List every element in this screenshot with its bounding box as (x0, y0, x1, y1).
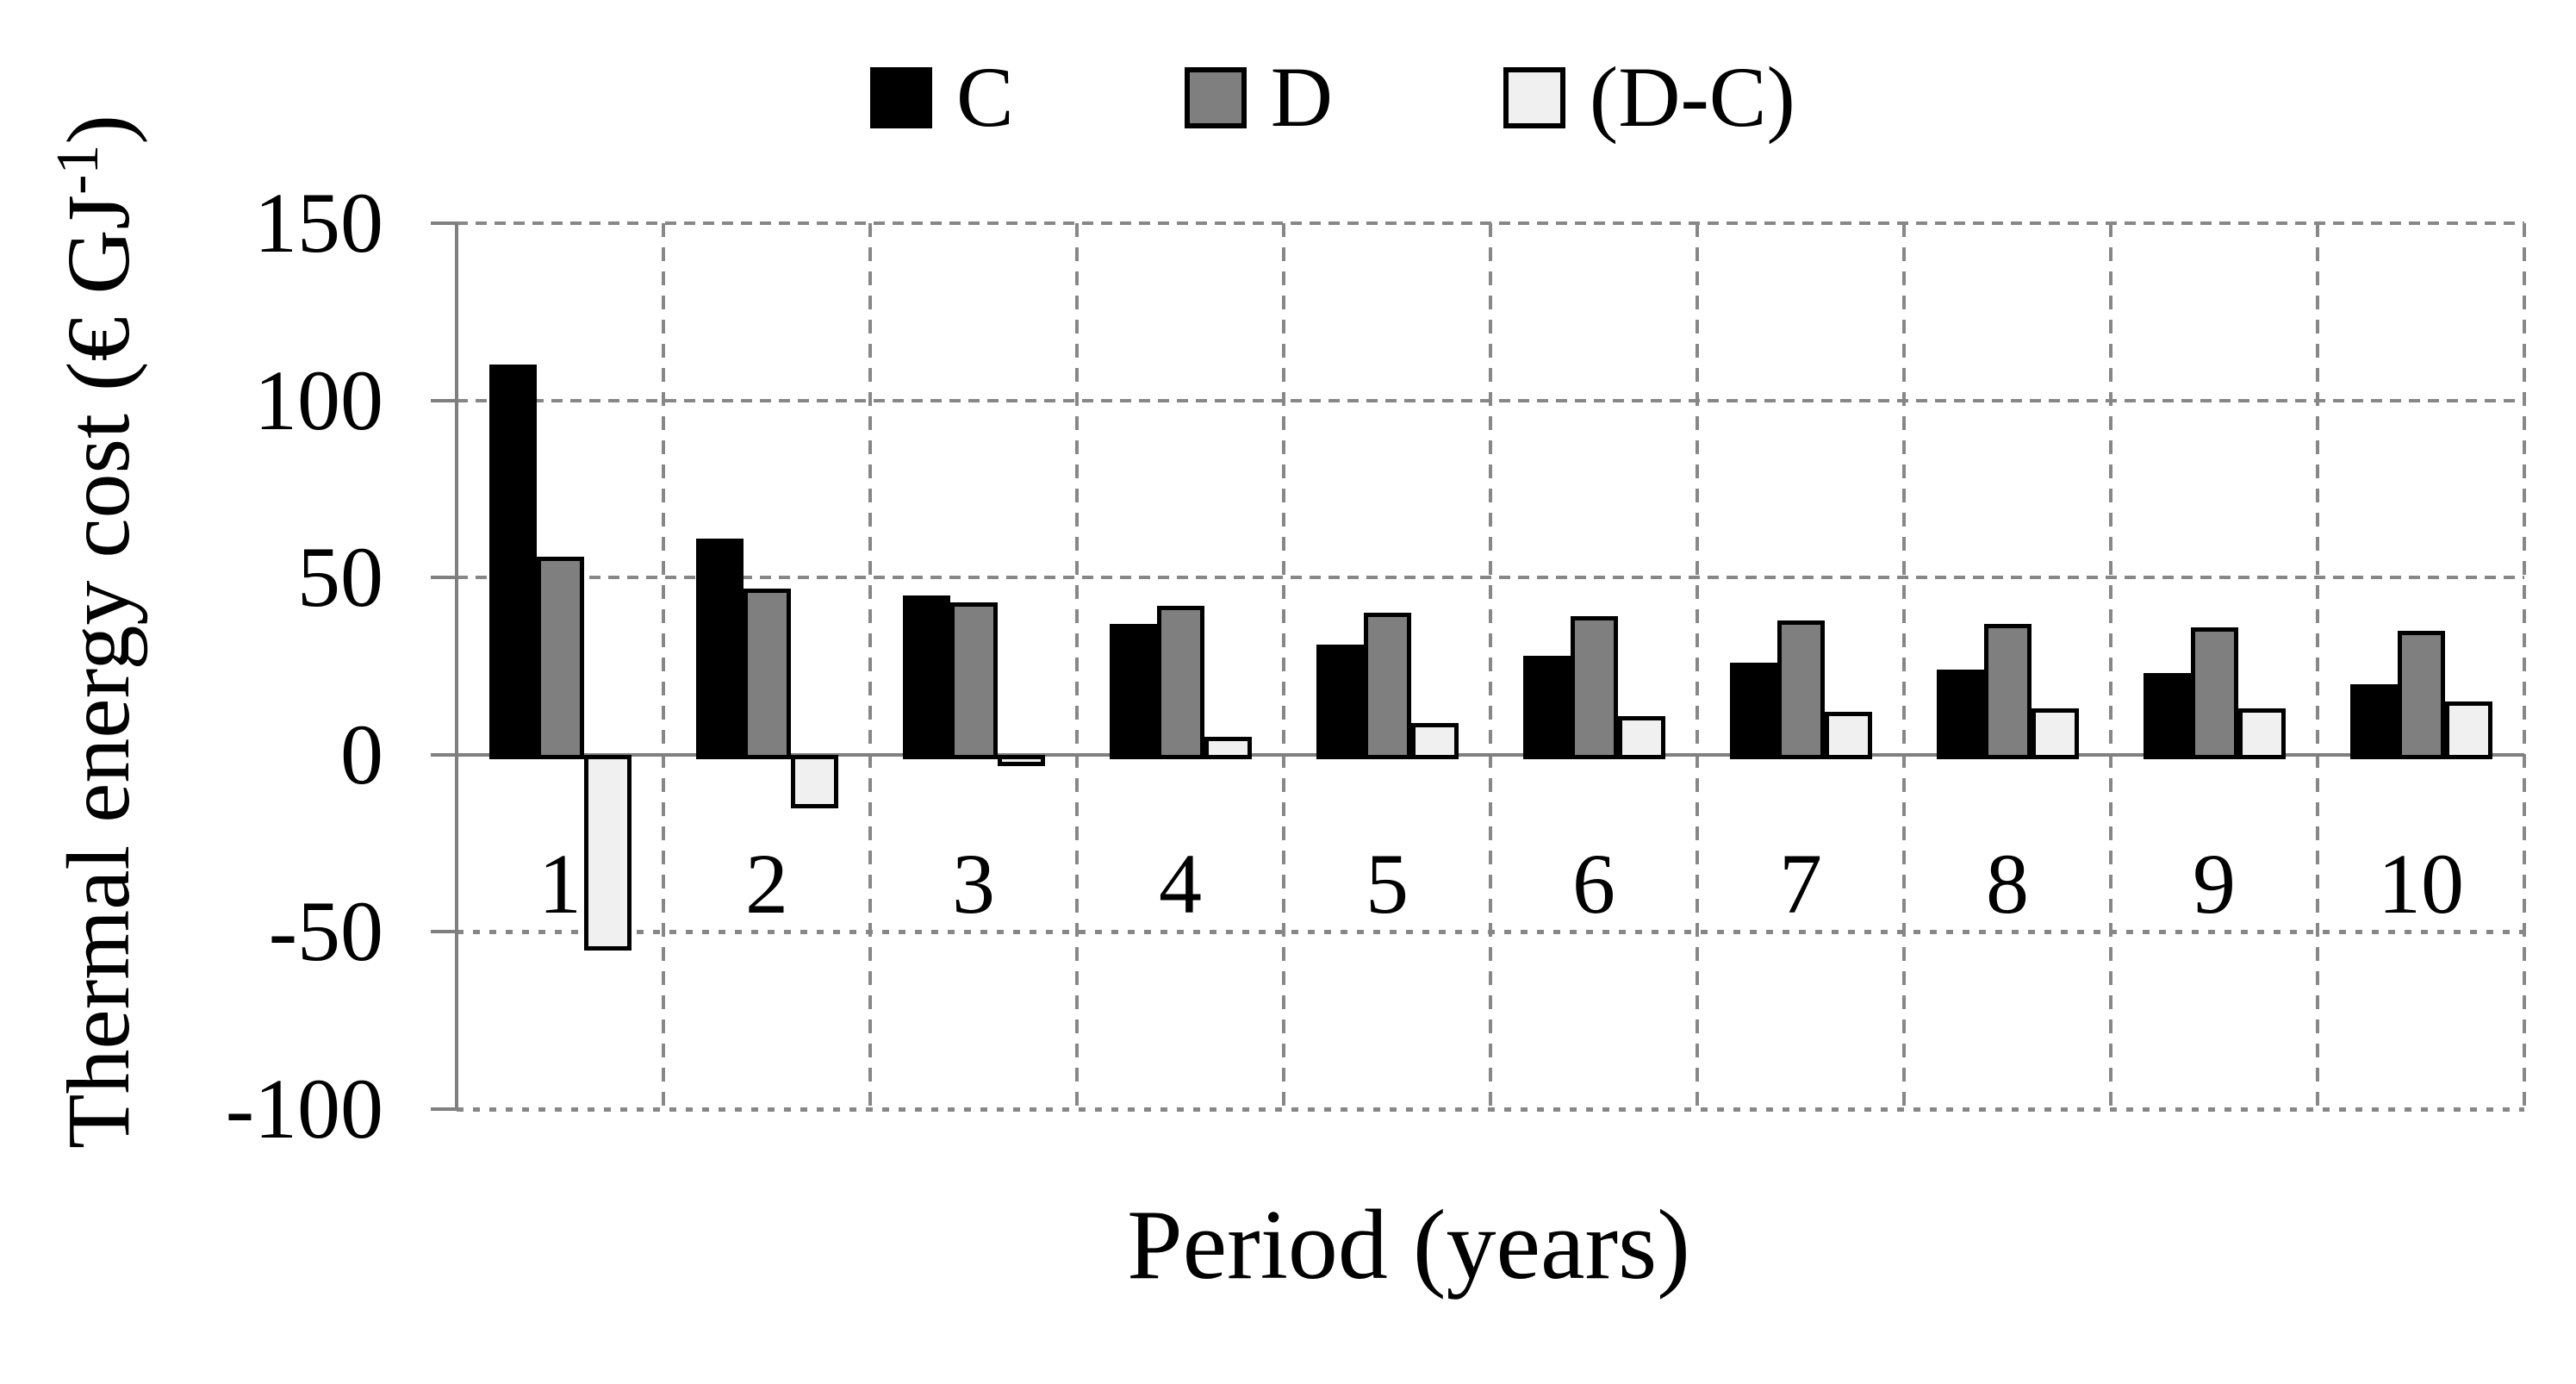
legend-label: (D-C) (1589, 49, 1795, 145)
y-axis-line (455, 223, 458, 1109)
y-axis-tick-label: 100 (254, 352, 383, 448)
bar-(D-C)-period-5 (1410, 722, 1459, 759)
vertical-gridline (1902, 223, 1906, 1109)
bar-C-period-8 (1936, 670, 1984, 759)
vertical-gridline (1282, 223, 1285, 1109)
bar-D-period-10 (2397, 630, 2445, 759)
x-category-label: 6 (1572, 835, 1615, 932)
bar-(D-C)-period-7 (1824, 712, 1872, 759)
bar-(D-C)-period-1 (583, 754, 632, 951)
bar-(D-C)-period-2 (790, 754, 838, 809)
bar-C-period-6 (1522, 655, 1571, 759)
bar-D-period-2 (743, 588, 791, 759)
bar-C-period-10 (2349, 683, 2398, 759)
bar-C-period-1 (488, 365, 537, 759)
y-axis-tick-mark (431, 930, 457, 934)
y-axis-tick-mark (431, 1107, 457, 1111)
x-axis-title: Period (years) (1127, 1190, 1690, 1300)
y-axis-tick-label: 150 (254, 175, 383, 271)
vertical-gridline (868, 223, 872, 1109)
bar-D-period-4 (1156, 606, 1204, 759)
y-axis-tick-mark (431, 221, 457, 225)
y-axis-tick-label: -50 (268, 883, 383, 980)
horizontal-gridline (457, 576, 2524, 580)
bar-(D-C)-period-3 (997, 754, 1045, 767)
vertical-gridline (1489, 223, 1492, 1109)
legend-swatch-C (870, 66, 932, 128)
legend-item-(D-C): (D-C) (1503, 50, 1795, 145)
vertical-gridline (662, 223, 665, 1109)
x-category-label: 1 (538, 835, 582, 932)
vertical-gridline (2523, 223, 2526, 1109)
vertical-gridline (2109, 223, 2112, 1109)
horizontal-gridline (457, 1107, 2524, 1112)
zero-axis-line (457, 752, 2524, 757)
legend-label: D (1270, 49, 1333, 145)
x-category-label: 10 (2378, 835, 2464, 932)
bar-D-period-9 (2190, 627, 2238, 759)
y-axis-tick-mark (431, 398, 457, 402)
bar-D-period-7 (1776, 620, 1825, 759)
bar-D-period-3 (949, 602, 998, 759)
legend-label: C (956, 49, 1014, 145)
x-category-label: 3 (952, 835, 995, 932)
legend-item-C: C (870, 50, 1014, 145)
bar-C-period-9 (2143, 673, 2191, 759)
horizontal-gridline (457, 221, 2524, 225)
x-category-label: 2 (745, 835, 788, 932)
bar-D-period-1 (536, 556, 584, 759)
x-category-label: 9 (2193, 835, 2236, 932)
bar-(D-C)-period-8 (2031, 708, 2079, 759)
bar-(D-C)-period-4 (1204, 737, 1252, 759)
bar-D-period-6 (1570, 616, 1618, 759)
legend-swatch-D (1184, 66, 1247, 128)
bar-C-period-5 (1316, 645, 1364, 759)
x-category-label: 8 (1986, 835, 2029, 932)
x-category-label: 7 (1779, 835, 1822, 932)
y-axis-tick-label: 0 (340, 706, 383, 802)
legend: C D (D-C) (870, 50, 1795, 145)
vertical-gridline (1696, 223, 1699, 1109)
bar-D-period-5 (1363, 613, 1411, 759)
vertical-gridline (1075, 223, 1079, 1109)
y-axis-tick-label: -100 (225, 1061, 383, 1156)
legend-item-D: D (1184, 49, 1333, 145)
y-axis-title-close: ) (48, 114, 148, 145)
horizontal-gridline (457, 398, 2524, 402)
bar-(D-C)-period-9 (2237, 708, 2286, 759)
y-axis-tick-mark (431, 752, 457, 757)
y-axis-title: Thermal energy cost (€ GJ-1) (31, 114, 148, 1150)
bar-C-period-4 (1109, 623, 1157, 759)
x-category-label: 4 (1159, 835, 1202, 932)
legend-swatch-(D-C) (1503, 66, 1565, 128)
bar-D-period-8 (1983, 623, 2032, 759)
y-axis-tick-mark (431, 576, 457, 580)
bar-C-period-2 (695, 538, 744, 759)
bar-C-period-7 (1729, 662, 1777, 759)
bar-(D-C)-period-6 (1617, 715, 1665, 759)
horizontal-gridline (457, 930, 2524, 935)
bar-C-period-3 (902, 595, 950, 759)
plot-area: 1 2 3 4 5 6 7 8 9 10 (431, 221, 2526, 1112)
x-category-label: 5 (1366, 835, 1409, 932)
bar-(D-C)-period-10 (2444, 701, 2492, 759)
y-axis-tick-label: 50 (297, 529, 383, 626)
vertical-gridline (2316, 223, 2319, 1109)
y-axis-title-text: Thermal energy cost (€ GJ (48, 194, 148, 1150)
